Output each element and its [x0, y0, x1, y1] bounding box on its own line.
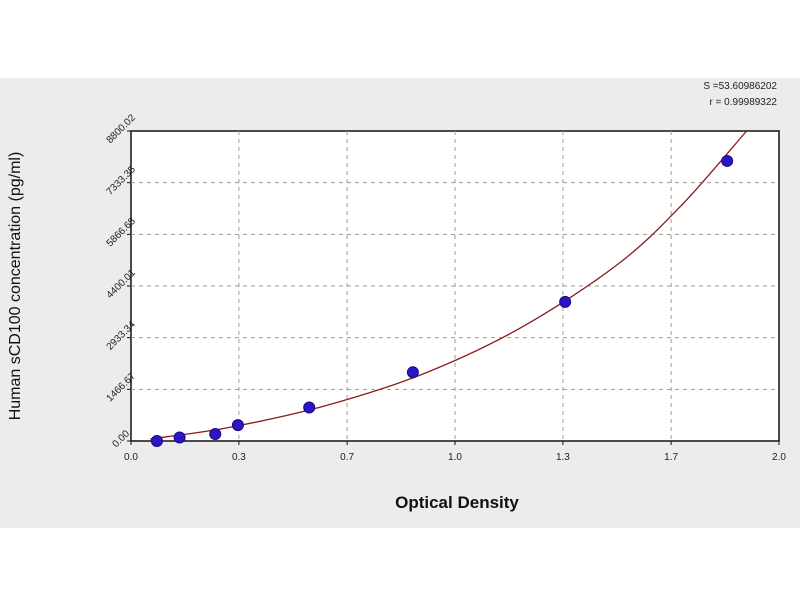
chart-panel: 0.0 0.3 0.7 1.0 1.3 1.7 2.0 0.00 1466.67 2933.34… — [0, 78, 800, 528]
chart-svg: 0.0 0.3 0.7 1.0 1.3 1.7 2.0 0.001466.672933.34… — [7, 81, 786, 512]
x-tick-label: 0.7 — [340, 452, 354, 463]
x-tick-label: 0.3 — [232, 452, 246, 463]
data-point — [406, 366, 419, 379]
fit-curve-layer — [150, 130, 748, 440]
y-axis-title: Human sCD100 concentration (pg/ml) — [7, 152, 24, 421]
grid-lines — [131, 131, 779, 441]
y-tick-label: 0.00 — [110, 428, 132, 450]
data-point — [150, 435, 163, 447]
data-points-layer — [150, 154, 734, 447]
data-point — [559, 295, 572, 308]
data-point — [721, 154, 734, 167]
data-point — [303, 401, 316, 414]
x-tick-label: 1.7 — [664, 452, 678, 463]
fit-stat-s: S =53.60986202 — [703, 81, 777, 92]
x-tick-label: 0.0 — [124, 452, 138, 463]
x-tick-label: 1.3 — [556, 452, 570, 463]
data-point — [231, 419, 244, 432]
data-point — [173, 431, 186, 444]
x-axis-title: Optical Density — [395, 493, 519, 512]
fit-curve — [150, 130, 748, 440]
fit-stat-r: r = 0.99989322 — [709, 97, 777, 108]
x-tick-label: 2.0 — [772, 452, 786, 463]
data-point — [209, 427, 222, 440]
x-axis-ticks: 0.0 0.3 0.7 1.0 1.3 1.7 2.0 — [124, 441, 786, 463]
x-tick-label: 1.0 — [448, 452, 462, 463]
